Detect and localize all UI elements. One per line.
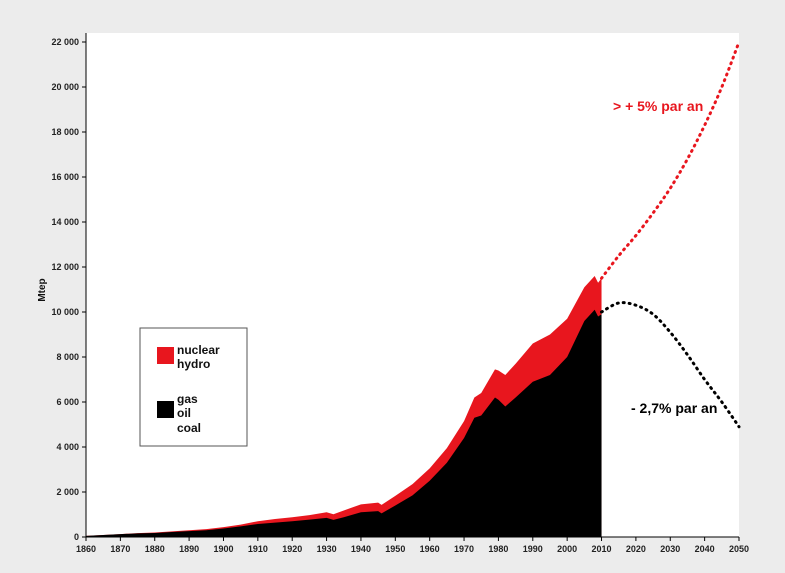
legend: nuclear hydro gas oil coal — [139, 327, 248, 447]
area-series-group — [86, 276, 602, 537]
legend-label-gas: gas — [177, 392, 198, 406]
legend-label-oil: oil — [177, 406, 191, 420]
legend-label-nuclear: nuclear — [177, 343, 220, 357]
y-tick-label: 20 000 — [51, 82, 79, 92]
x-tick-label: 1860 — [76, 544, 96, 554]
annotation-decline: - 2,7% par an — [631, 400, 717, 416]
annotation-high-growth: > + 5% par an — [613, 98, 703, 114]
y-tick-label: 18 000 — [51, 127, 79, 137]
x-tick-label: 1920 — [282, 544, 302, 554]
x-tick-label: 1950 — [385, 544, 405, 554]
projection-low-line — [600, 301, 741, 429]
y-tick-label: 0 — [74, 532, 79, 542]
y-tick-label: 6 000 — [56, 397, 79, 407]
y-tick-label: 22 000 — [51, 37, 79, 47]
axes-group: 0 2 000 4 000 6 000 8 000 10 000 12 000 14 000 1… — [51, 33, 749, 554]
legend-label-coal: coal — [177, 421, 201, 435]
x-tick-label: 1880 — [145, 544, 165, 554]
y-tick-label: 12 000 — [51, 262, 79, 272]
legend-label-hydro: hydro — [177, 357, 210, 371]
projection-high-line — [600, 40, 741, 280]
y-tick-label: 14 000 — [51, 217, 79, 227]
x-tick-label: 2030 — [660, 544, 680, 554]
x-tick-label: 2050 — [729, 544, 749, 554]
legend-swatch-fossil — [157, 401, 174, 418]
y-tick-label: 2 000 — [56, 487, 79, 497]
legend-swatch-nuclear-hydro — [157, 347, 174, 364]
x-tick-label: 1990 — [523, 544, 543, 554]
x-tick-label: 1900 — [213, 544, 233, 554]
x-tick-label: 1930 — [317, 544, 337, 554]
x-tick-label: 1970 — [454, 544, 474, 554]
x-tick-label: 1910 — [248, 544, 268, 554]
x-tick-label: 2040 — [695, 544, 715, 554]
x-tick-label: 2000 — [557, 544, 577, 554]
x-tick-label: 1940 — [351, 544, 371, 554]
plot-background — [86, 33, 739, 537]
x-tick-label: 1870 — [110, 544, 130, 554]
y-tick-label: 10 000 — [51, 307, 79, 317]
x-tick-label: 1980 — [488, 544, 508, 554]
y-tick-label: 16 000 — [51, 172, 79, 182]
x-tick-label: 2020 — [626, 544, 646, 554]
y-tick-label: 8 000 — [56, 352, 79, 362]
x-tick-label: 1960 — [420, 544, 440, 554]
projection-lines-group — [600, 40, 741, 429]
x-tick-label: 1890 — [179, 544, 199, 554]
y-tick-label: 4 000 — [56, 442, 79, 452]
area-fossil — [86, 309, 602, 537]
x-tick-label: 2010 — [592, 544, 612, 554]
y-axis-label: Mtep — [37, 278, 48, 301]
